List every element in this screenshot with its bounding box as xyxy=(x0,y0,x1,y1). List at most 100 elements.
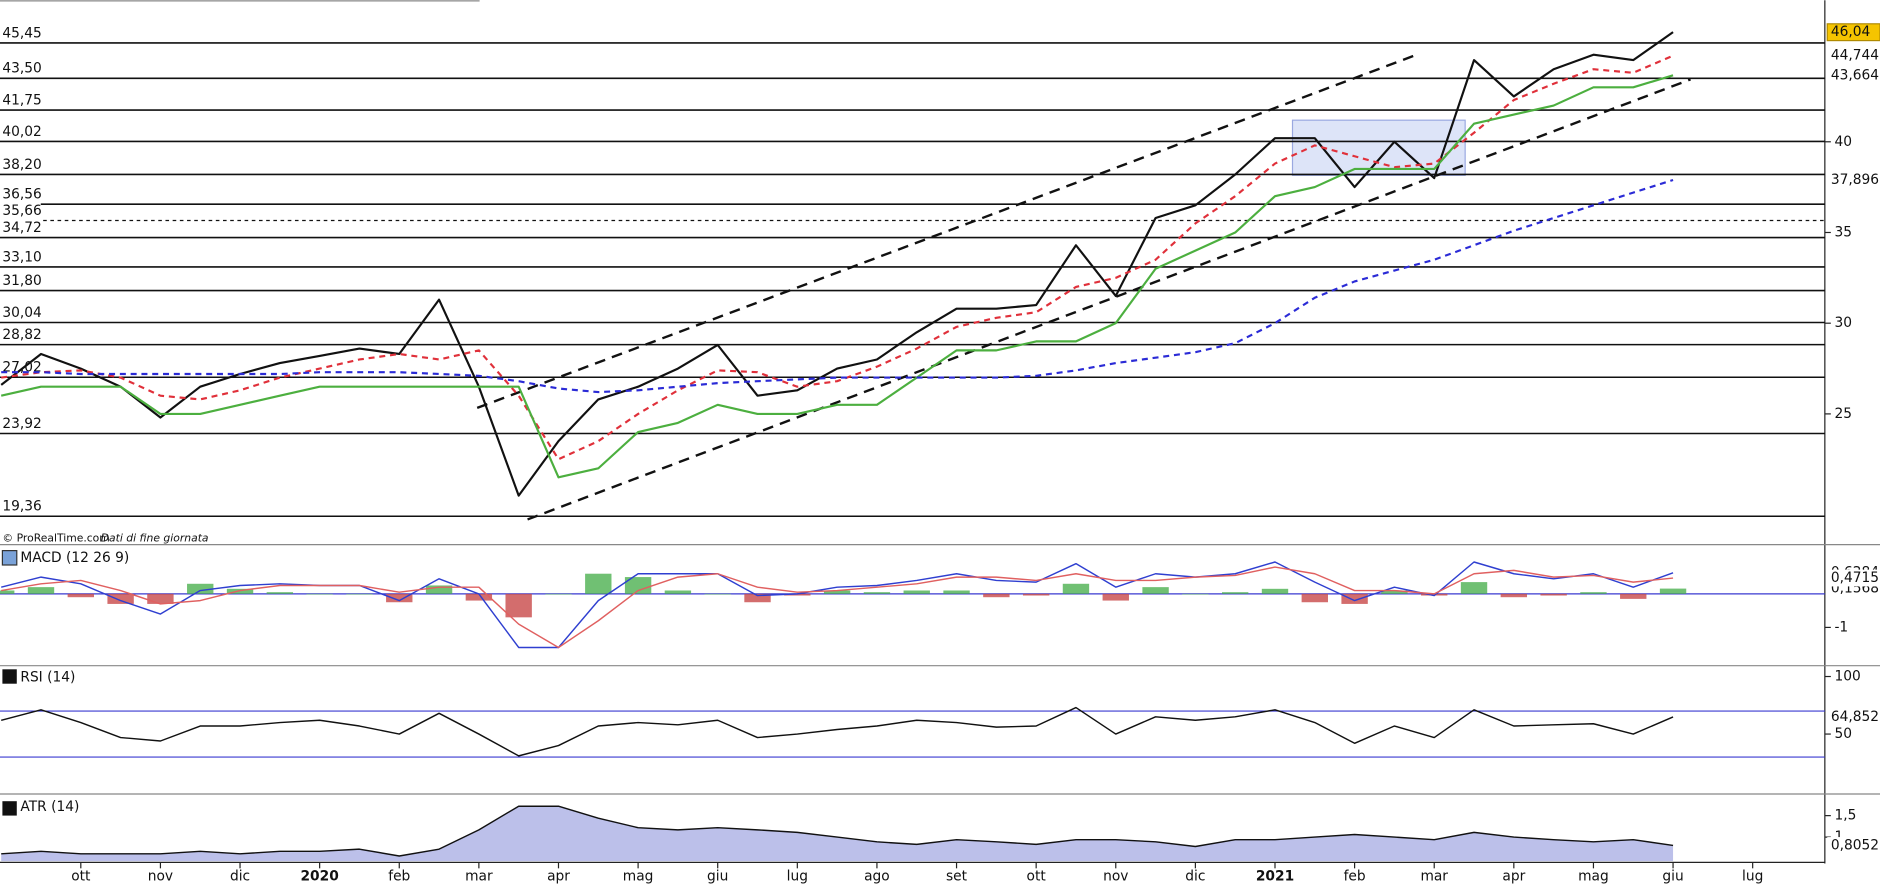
x-tick-label: lug xyxy=(1742,869,1763,885)
histogram-bar xyxy=(903,590,930,594)
level-label: 38,20 xyxy=(2,157,41,173)
histogram-bar xyxy=(226,588,254,594)
x-tick-label: ago xyxy=(864,869,890,885)
level-label-bg xyxy=(0,155,41,173)
x-tick-label: dic xyxy=(230,869,250,885)
histogram-bar xyxy=(346,593,373,595)
series-line xyxy=(1,805,1674,857)
area-fill xyxy=(1,806,1674,862)
histogram-bar xyxy=(1182,593,1209,595)
histogram-bar xyxy=(1062,583,1090,594)
histogram-bar xyxy=(505,593,532,618)
histogram-bar xyxy=(1500,593,1528,598)
source-note: © ProRealTime.com xyxy=(2,532,109,545)
source-note-italic: Dati di fine giornata xyxy=(101,532,209,545)
series-line xyxy=(0,74,1674,479)
histogram-bar xyxy=(425,585,453,594)
value-flag-bg xyxy=(1827,171,1880,189)
value-flag: 37,896 xyxy=(1831,172,1879,188)
level-label: 45,45 xyxy=(2,25,41,41)
histogram-bar xyxy=(624,577,652,594)
histogram-bar xyxy=(863,592,891,594)
channel-lower xyxy=(527,78,1691,521)
x-tick-label: nov xyxy=(1103,869,1128,885)
y-tick-label: 100 xyxy=(1834,669,1860,685)
x-tick-label: lug xyxy=(787,869,808,885)
histogram-bar xyxy=(27,587,55,594)
panel-title: MACD (12 26 9) xyxy=(20,550,129,566)
x-tick-label: mag xyxy=(623,869,654,885)
level-label-bg xyxy=(0,59,41,76)
panel-title: ATR (14) xyxy=(20,799,79,815)
level-label-bg xyxy=(0,497,41,514)
histogram-bar xyxy=(1222,592,1249,594)
level-label-bg xyxy=(0,414,41,432)
y-tick-label: -1 xyxy=(1834,619,1848,635)
series-line xyxy=(1,706,1674,757)
series-line xyxy=(1,566,1674,649)
histogram-bar xyxy=(1460,582,1488,594)
histogram-bar xyxy=(1261,588,1289,594)
series-line xyxy=(0,31,1674,497)
channel-upper xyxy=(476,54,1416,410)
value-flag: 44,744 xyxy=(1831,48,1879,64)
x-tick-label: feb xyxy=(388,869,410,885)
level-label-bg xyxy=(0,218,41,236)
level-label-bg xyxy=(0,122,41,140)
y-tick-label: 25 xyxy=(1834,406,1852,422)
histogram-bar xyxy=(187,583,214,594)
x-tick-label: apr xyxy=(547,869,570,885)
value-flag-bg xyxy=(1827,47,1880,65)
histogram-bar xyxy=(465,593,493,601)
indicator-icon xyxy=(1,550,18,566)
x-tick-label: nov xyxy=(148,869,173,885)
histogram-bar xyxy=(386,593,413,603)
x-tick-label: ott xyxy=(71,869,91,885)
level-label: 36,56 xyxy=(2,187,41,203)
level-label: 23,92 xyxy=(2,416,41,432)
level-label-bg xyxy=(0,247,41,265)
histogram-bar xyxy=(266,592,294,594)
level-label: 33,10 xyxy=(2,249,41,265)
x-tick-label: set xyxy=(946,869,968,885)
y-tick-label: 35 xyxy=(1834,224,1852,240)
y-tick-label: 50 xyxy=(1834,726,1852,742)
level-label: 31,80 xyxy=(2,273,41,289)
value-flag: 46,04 xyxy=(1831,24,1870,40)
series-line xyxy=(1,54,1674,461)
histogram-bar xyxy=(823,590,851,594)
series-line xyxy=(1,561,1674,649)
panel-title: RSI (14) xyxy=(20,670,75,686)
level-label-bg xyxy=(0,325,41,343)
value-flag-bg xyxy=(1827,569,1880,587)
histogram-bar xyxy=(1659,588,1687,594)
level-label: 30,04 xyxy=(2,305,41,321)
x-tick-label: ott xyxy=(1027,869,1047,885)
histogram-bar xyxy=(704,593,731,595)
level-label-bg xyxy=(0,271,41,289)
level-label: 43,50 xyxy=(2,61,41,77)
value-flag-bg xyxy=(1826,23,1880,42)
histogram-bar xyxy=(0,590,15,594)
histogram-bar xyxy=(983,593,1010,598)
histogram-bar xyxy=(744,593,771,603)
x-tick-label: mag xyxy=(1578,869,1609,885)
histogram-bar xyxy=(1580,592,1607,594)
histogram-bar xyxy=(107,593,134,604)
histogram-bar xyxy=(943,590,970,594)
histogram-bar xyxy=(784,593,811,596)
level-label-bg xyxy=(0,23,41,41)
x-tick-label: 2020 xyxy=(300,869,338,885)
level-label: 41,75 xyxy=(2,92,41,108)
y-tick-label: 30 xyxy=(1834,315,1852,331)
histogram-bar xyxy=(67,593,94,598)
range-box xyxy=(1291,119,1466,176)
histogram-bar xyxy=(585,573,612,594)
level-label-bg xyxy=(0,90,41,108)
histogram-bar xyxy=(306,593,333,595)
level-label: 28,82 xyxy=(2,327,41,343)
level-label-bg xyxy=(0,201,41,219)
histogram-bar xyxy=(1341,593,1368,604)
histogram-bar xyxy=(1102,593,1129,601)
histogram-bar xyxy=(664,590,692,594)
